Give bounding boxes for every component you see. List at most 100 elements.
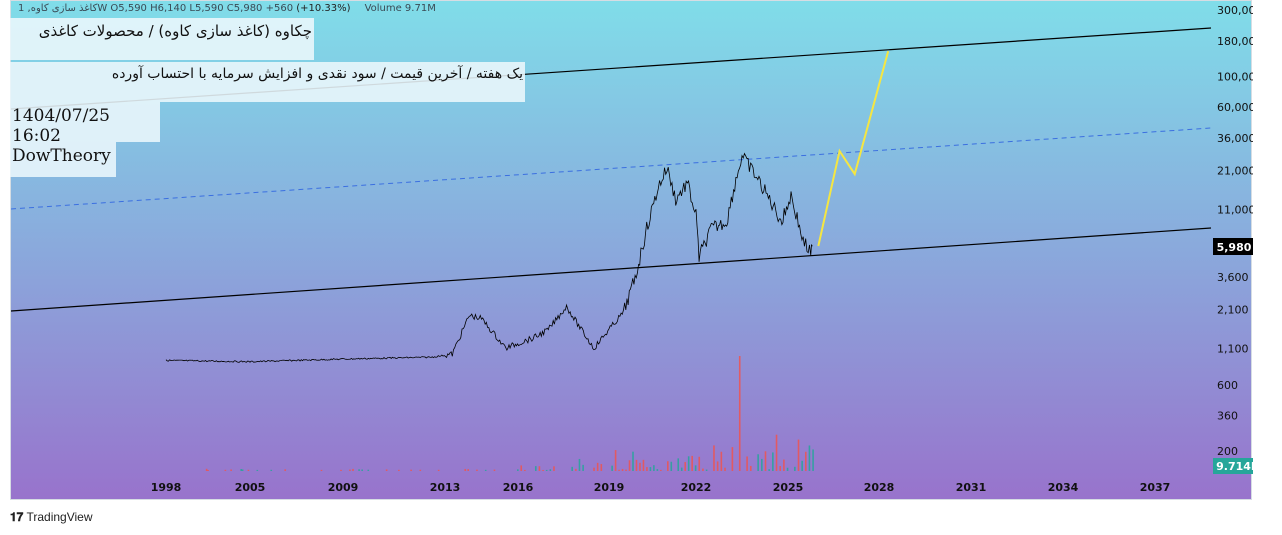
last-price-badge — [1213, 238, 1253, 255]
volume-bar — [801, 460, 803, 471]
x-tick-label: 2022 — [681, 481, 712, 494]
volume-bar — [779, 466, 782, 471]
volume-bar — [534, 466, 537, 471]
volume-bar — [493, 469, 496, 471]
volume-bar — [464, 468, 467, 471]
volume-bar — [639, 462, 641, 471]
volume-bar — [270, 469, 273, 471]
legend-volume: Volume 9.71M — [364, 3, 436, 14]
legend: کاغذ سازی کاوه, 1W O5,590 H6,140 L5,590 … — [18, 3, 436, 15]
volume-bar — [720, 451, 723, 471]
tradingview-logo[interactable]: 𝟏𝟕 TradingView — [10, 510, 93, 524]
volume-bar — [768, 469, 770, 471]
volume-bar — [517, 469, 519, 471]
volume-bar — [349, 469, 351, 471]
x-tick-label: 2016 — [503, 481, 534, 494]
volume-bar — [230, 469, 232, 471]
volume-bar — [358, 469, 360, 471]
x-tick-label: 2034 — [1048, 481, 1079, 494]
volume-bar — [653, 465, 655, 471]
y-tick-label: 360 — [1217, 410, 1238, 423]
volume-bar — [593, 467, 595, 471]
volume-bar — [437, 469, 440, 471]
date-label: 1404/07/25 16:02 — [10, 102, 160, 146]
volume-bar — [542, 469, 544, 471]
last-volume-badge — [1213, 458, 1253, 474]
volume-bar — [484, 469, 487, 471]
volume-bar — [600, 464, 603, 471]
volume-bar — [713, 445, 715, 471]
volume-bar — [783, 459, 785, 471]
volume-bar — [385, 469, 388, 471]
volume-bar — [749, 465, 752, 471]
volume-bar — [241, 469, 244, 471]
volume-bar — [240, 469, 242, 471]
volume-bar — [340, 469, 342, 471]
volume-bar — [247, 469, 250, 471]
volume-bar — [761, 458, 763, 471]
volume-bar — [812, 449, 814, 471]
title-label: چکاوه (کاغذ سازی کاوه) / محصولات کاغذی — [10, 18, 314, 60]
volume-bar — [702, 468, 704, 471]
volume-bar — [772, 452, 774, 471]
volume-bar — [656, 469, 659, 471]
volume-bar — [476, 469, 478, 471]
x-tick-label: 1998 — [151, 481, 182, 494]
volume-bar — [553, 466, 555, 471]
volume-bar — [575, 468, 577, 471]
x-tick-label: 2025 — [773, 481, 804, 494]
volume-bar — [660, 469, 662, 471]
volume-bar — [571, 466, 573, 471]
volume-bar — [224, 469, 227, 471]
y-tick-label: 1,100 — [1217, 342, 1249, 355]
projection-line — [817, 50, 890, 247]
subtitle-label: یک هفته / آخرین قیمت / سود نقدی و افزایش… — [10, 62, 525, 102]
volume-bar — [398, 469, 400, 471]
volume-bar — [207, 469, 209, 471]
volume-bar — [611, 465, 613, 471]
y-tick-label: 36,000 — [1217, 132, 1253, 145]
volume-bar — [614, 450, 617, 471]
volume-bar — [367, 469, 370, 471]
volume-bar — [775, 434, 778, 471]
volume-bar — [670, 461, 673, 471]
volume-bar — [797, 439, 800, 471]
volume-bar — [667, 461, 669, 471]
volume-bar — [786, 467, 789, 471]
volume-bar — [746, 456, 748, 471]
volume-bar — [698, 456, 701, 471]
y-tick-label: 300,000 — [1217, 4, 1253, 17]
volume-bar — [524, 469, 526, 471]
volume-bar — [205, 468, 208, 471]
volume-bar — [705, 469, 708, 471]
volume-bar — [628, 460, 631, 471]
volume-bar — [738, 356, 741, 471]
y-tick-label: 11,000 — [1217, 203, 1253, 216]
x-tick-label: 2005 — [235, 481, 266, 494]
legend-change: (+10.33%) — [296, 3, 351, 14]
volume-bar — [284, 469, 287, 471]
volume-bar — [618, 469, 620, 471]
legend-ohlc: O5,590 H6,140 L5,590 C5,980 +560 — [110, 3, 294, 14]
x-tick-label: 2009 — [328, 481, 359, 494]
x-tick-label: 2037 — [1140, 481, 1171, 494]
y-tick-label: 3,600 — [1217, 271, 1249, 284]
volume-bar — [677, 458, 680, 471]
volume-bar — [642, 459, 645, 471]
volume-bar — [731, 447, 734, 471]
volume-bar — [625, 469, 627, 471]
volume-bar — [467, 469, 469, 471]
volume-bar — [632, 451, 634, 471]
volume-bar — [361, 469, 363, 471]
volume-bar — [724, 467, 726, 471]
volume-bar — [694, 465, 697, 471]
volume-bar — [687, 456, 690, 471]
y-tick-label: 21,000 — [1217, 165, 1253, 178]
legend-symbol: کاغذ سازی کاوه, 1W — [18, 3, 108, 14]
volume-bar — [256, 469, 259, 471]
volume-bar — [410, 469, 412, 471]
volume-bar — [352, 468, 354, 471]
price-line — [165, 152, 813, 363]
volume-bar — [538, 466, 541, 471]
volume-bar — [320, 469, 323, 471]
